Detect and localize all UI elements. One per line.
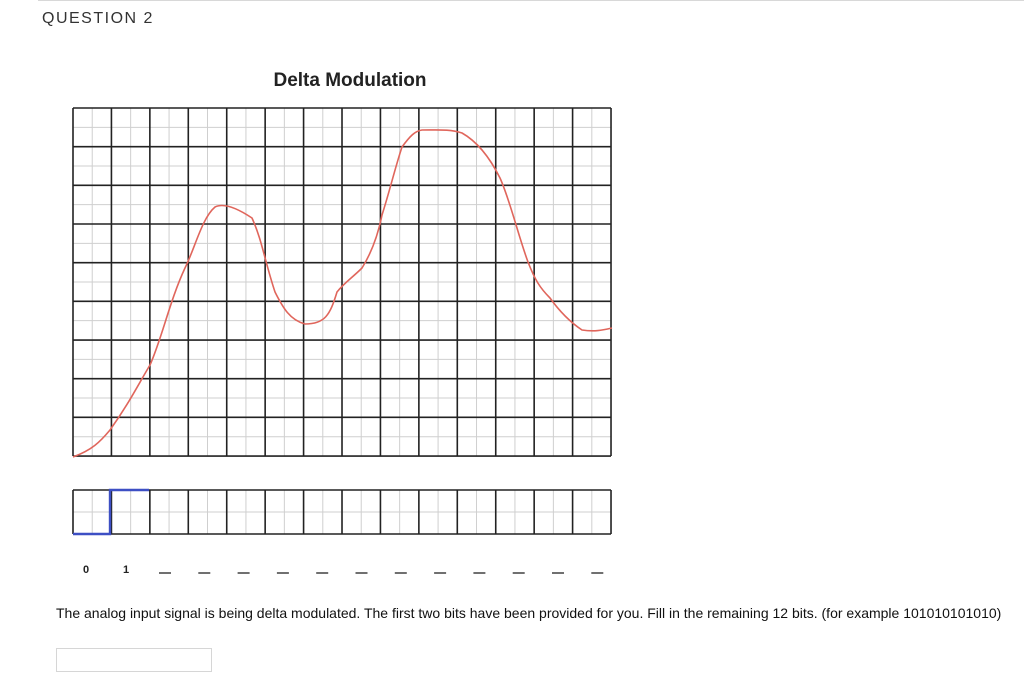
bit-grid — [72, 489, 612, 535]
bit-label-0: 0 — [83, 564, 89, 576]
bit-label-1: 1 — [123, 564, 129, 576]
answer-input[interactable] — [56, 648, 212, 672]
delta-staircase-output — [73, 488, 149, 536]
delta-modulation-figure: Delta Modulation 0 1 — [72, 70, 613, 576]
bit-labels: 0 1 — [83, 564, 129, 576]
question-prompt: The analog input signal is being delta m… — [56, 605, 1002, 621]
signal-grid — [72, 107, 612, 457]
analog-signal-curve — [72, 129, 613, 458]
top-divider — [38, 0, 1024, 1]
question-header: QUESTION 2 — [42, 10, 154, 27]
figure-title: Delta Modulation — [273, 70, 426, 91]
